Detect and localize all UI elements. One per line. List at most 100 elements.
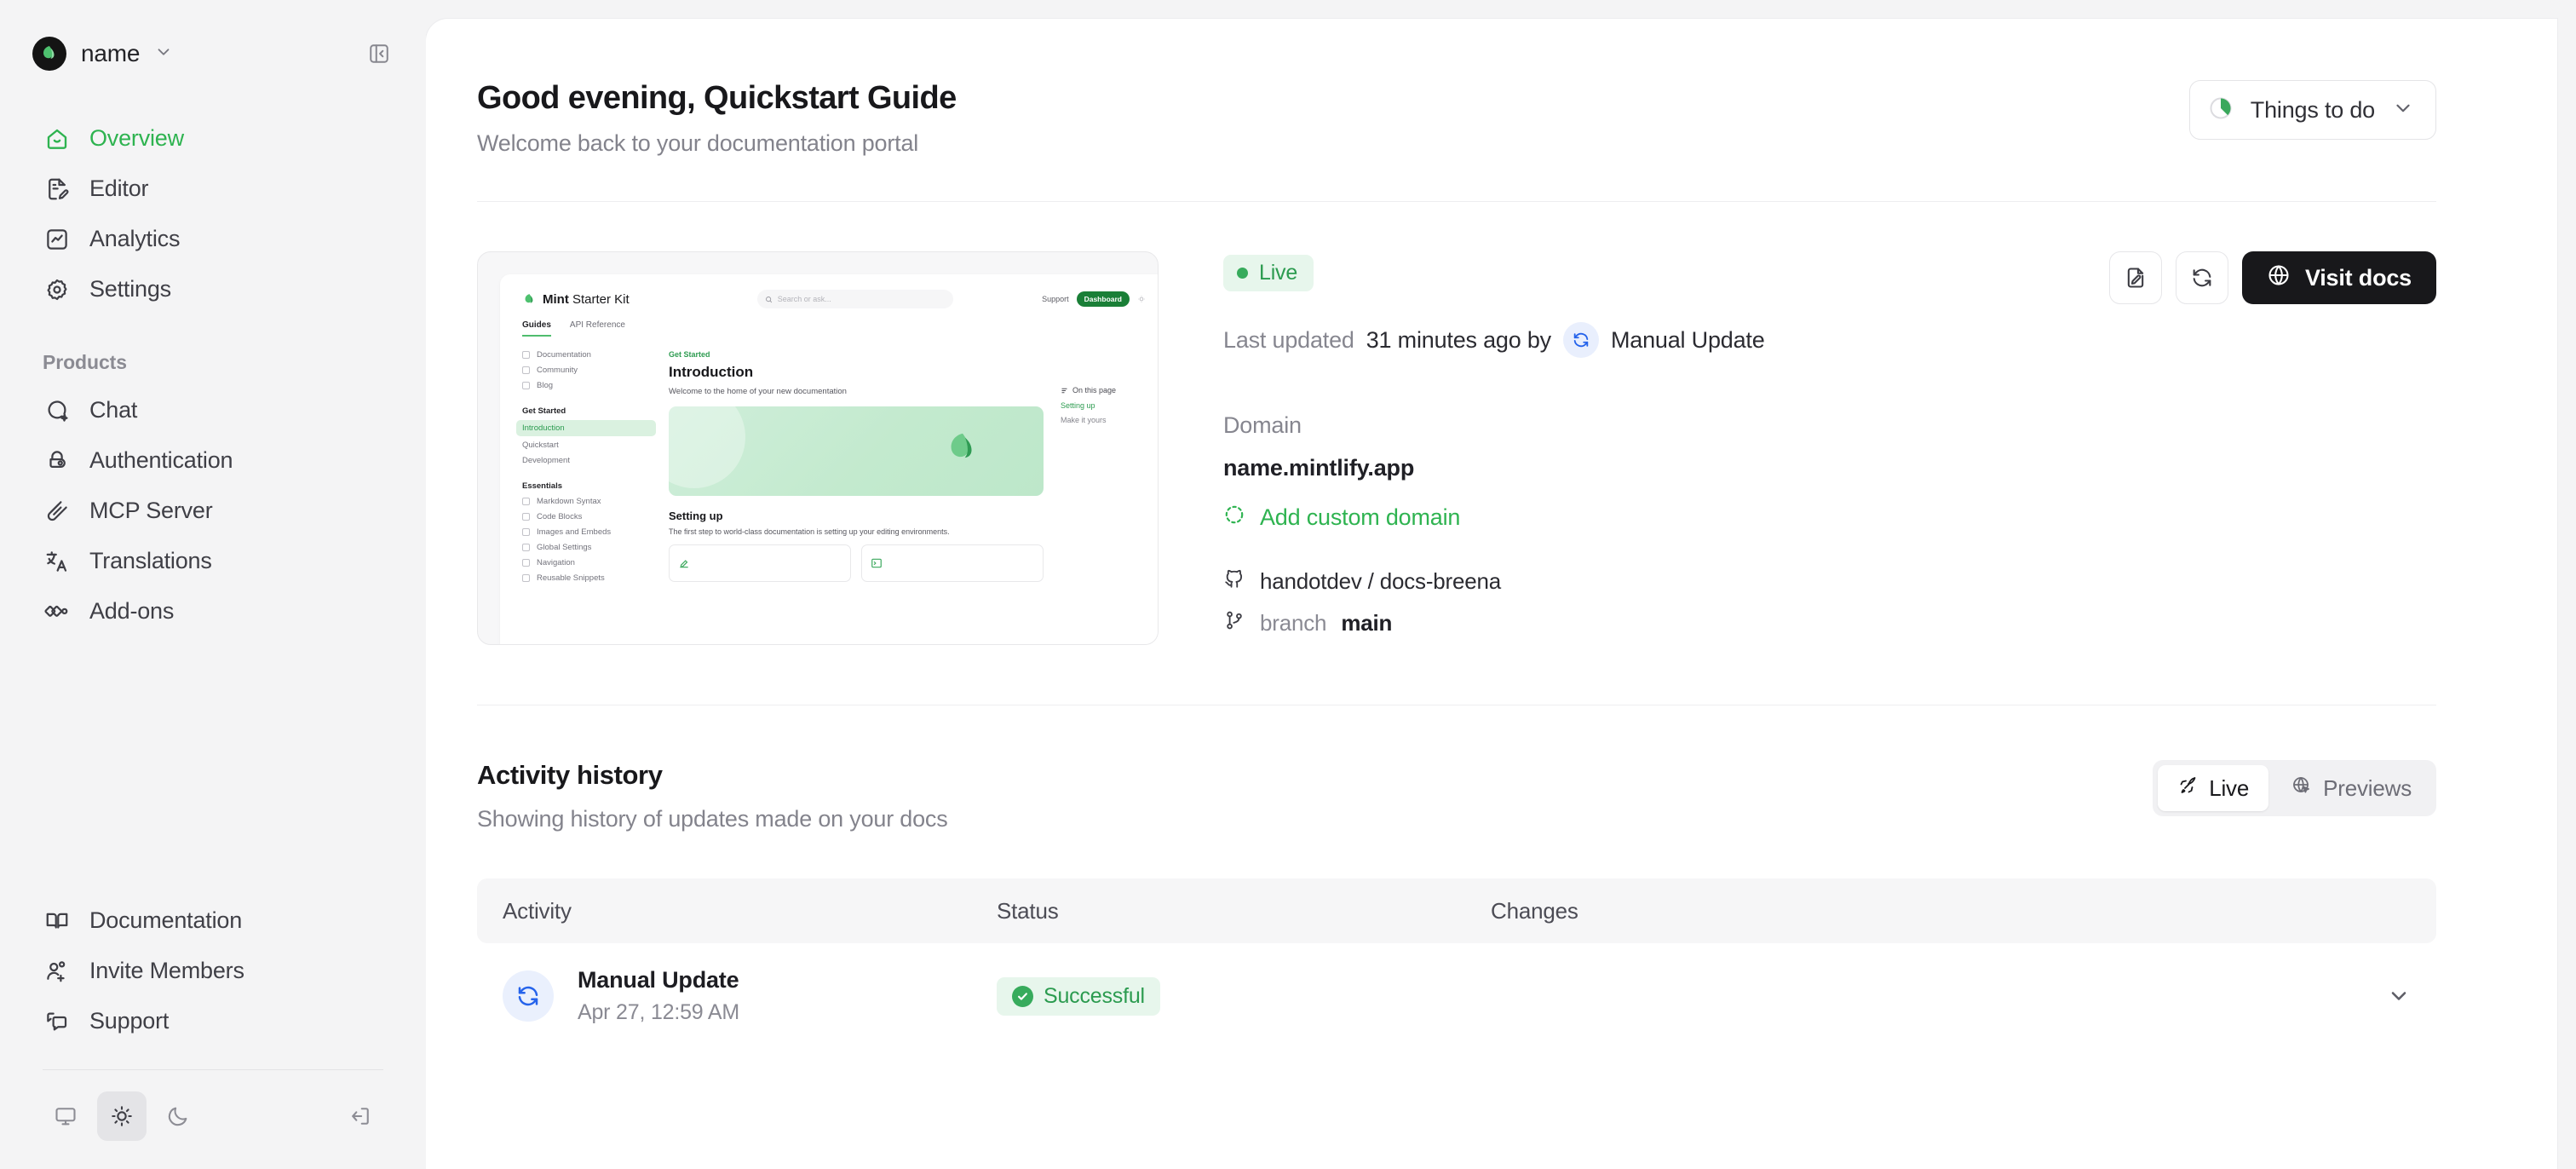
- file-edit-icon: [43, 175, 72, 204]
- chevron-down-icon[interactable]: [2387, 984, 2411, 1008]
- preview-card-edit[interactable]: [669, 544, 851, 582]
- lock-icon: [43, 446, 72, 475]
- preview-on-this-page-label: On this page: [1072, 386, 1117, 394]
- status-badge-label: Live: [1259, 261, 1298, 285]
- sidebar-item-documentation[interactable]: Documentation: [29, 896, 397, 945]
- branch-value: main: [1341, 610, 1393, 636]
- tab-live[interactable]: Live: [2158, 765, 2269, 811]
- column-header-status: Status: [997, 897, 1059, 924]
- logout-icon[interactable]: [336, 1091, 385, 1141]
- row-activity-text: Manual Update Apr 27, 12:59 AM: [578, 967, 739, 1025]
- preview-link-documentation[interactable]: Documentation: [522, 350, 650, 360]
- page-subtitle: Welcome back to your documentation porta…: [477, 130, 919, 156]
- monitor-icon[interactable]: [41, 1091, 90, 1141]
- sun-icon[interactable]: [97, 1091, 147, 1141]
- add-custom-domain-button[interactable]: Add custom domain: [1223, 504, 2436, 532]
- row-activity-cell: Manual Update Apr 27, 12:59 AM: [503, 967, 997, 1025]
- status-badge: Live: [1223, 255, 1314, 291]
- table-row[interactable]: Manual Update Apr 27, 12:59 AM Successfu…: [477, 943, 2436, 1049]
- code-icon: [522, 513, 530, 521]
- repository-row[interactable]: handotdev / docs-breena: [1223, 567, 2436, 596]
- visit-docs-button[interactable]: Visit docs: [2241, 251, 2436, 304]
- preview-search-input[interactable]: Search or ask...: [756, 290, 953, 308]
- visit-docs-label: Visit docs: [2304, 264, 2412, 291]
- preview-nav-introduction[interactable]: Introduction: [516, 420, 656, 436]
- preview-nav-code-blocks[interactable]: Code Blocks: [522, 512, 650, 521]
- chat-sparkle-icon: [43, 396, 72, 425]
- preview-inner: Mint Starter Kit Search or ask... Suppor…: [500, 274, 1158, 644]
- preview-tabs: Guides API Reference: [500, 308, 1158, 337]
- preview-nav-quickstart[interactable]: Quickstart: [522, 441, 559, 450]
- things-to-do-button[interactable]: Things to do: [2188, 80, 2436, 140]
- preview-card-publish[interactable]: [861, 544, 1044, 582]
- sidebar-item-label: Overview: [89, 125, 184, 151]
- preview-nav-reusable-snippets[interactable]: Reusable Snippets: [522, 573, 650, 583]
- sidebar-item-label: Invite Members: [89, 958, 244, 983]
- preview-nav-global-settings[interactable]: Global Settings: [522, 543, 650, 552]
- blog-icon: [522, 382, 530, 389]
- sidebar-item-settings[interactable]: Settings: [29, 265, 397, 314]
- pencil-square-icon: [680, 560, 688, 568]
- preview-support-link[interactable]: Support: [1042, 295, 1069, 303]
- docs-preview-thumbnail[interactable]: Mint Starter Kit Search or ask... Suppor…: [477, 251, 1159, 645]
- preview-link-community[interactable]: Community: [522, 366, 650, 375]
- sidebar-main-nav: Overview Editor Analytic: [29, 114, 397, 314]
- sidebar-item-chat[interactable]: Chat: [29, 386, 397, 435]
- column-header-activity: Activity: [503, 897, 572, 924]
- file-pencil-icon: [2127, 268, 2144, 288]
- sidebar-item-analytics[interactable]: Analytics: [29, 215, 397, 263]
- preview-link-label: Documentation: [537, 350, 591, 360]
- panel-collapse-icon[interactable]: [365, 39, 394, 68]
- tab-previews[interactable]: Previews: [2272, 765, 2431, 811]
- sidebar-item-add-ons[interactable]: Add-ons: [29, 587, 397, 636]
- preview-dashboard-button[interactable]: Dashboard: [1076, 291, 1130, 307]
- domain-label: Domain: [1223, 412, 1302, 438]
- row-status-cell: Successful: [997, 976, 1491, 1016]
- sidebar-item-translations[interactable]: Translations: [29, 537, 397, 585]
- row-activity-name: Manual Update: [578, 967, 739, 993]
- preview-nav-development[interactable]: Development: [522, 456, 570, 465]
- preview-toc-setting-up[interactable]: Setting up: [1061, 401, 1095, 410]
- preview-nav-images-and-embeds[interactable]: Images and Embeds: [522, 527, 650, 537]
- sidebar-item-support[interactable]: Support: [29, 997, 397, 1045]
- preview-link-blog[interactable]: Blog: [522, 381, 650, 390]
- preview-nav-markdown-syntax[interactable]: Markdown Syntax: [522, 497, 650, 506]
- site-actions: Visit docs: [2108, 251, 2436, 304]
- list-icon: [1061, 388, 1067, 393]
- sidebar-item-invite-members[interactable]: Invite Members: [29, 947, 397, 995]
- activity-subtitle: Showing history of updates made on your …: [477, 806, 948, 832]
- sidebar-item-editor[interactable]: Editor: [29, 164, 397, 213]
- sidebar-footer: [29, 1072, 397, 1160]
- preview-tab-guides[interactable]: Guides: [522, 320, 551, 337]
- activity-filter-segmented: Live Previews: [2153, 760, 2436, 816]
- sidebar-item-authentication[interactable]: Authentication: [29, 436, 397, 485]
- preview-group-get-started: Get Started: [522, 406, 566, 416]
- page-title: Good evening, Quickstart Guide: [477, 80, 957, 116]
- sidebar-item-label: Settings: [89, 276, 171, 302]
- preview-group-essentials: Essentials: [522, 481, 562, 491]
- edit-docs-button[interactable]: [2108, 251, 2162, 304]
- preview-section-paragraph: The first step to world-class documentat…: [669, 527, 950, 536]
- add-custom-domain-label: Add custom domain: [1260, 504, 1461, 530]
- preview-tab-api-reference[interactable]: API Reference: [569, 320, 625, 330]
- sidebar-item-label: Analytics: [89, 226, 181, 251]
- rocket-icon: [2177, 775, 2198, 802]
- org-switcher[interactable]: name: [32, 37, 173, 71]
- main-wrapper: Good evening, Quickstart Guide Welcome b…: [426, 0, 2576, 1169]
- gear-icon: [43, 275, 72, 304]
- sidebar-item-mcp-server[interactable]: MCP Server: [29, 487, 397, 535]
- sidebar-item-label: Documentation: [89, 907, 243, 933]
- refresh-button[interactable]: [2175, 251, 2228, 304]
- sun-icon: [1138, 296, 1145, 302]
- preview-sidebar: Documentation Community Blog Get Started…: [516, 350, 656, 583]
- moon-icon[interactable]: [153, 1091, 203, 1141]
- preview-section-title: Setting up: [669, 510, 723, 522]
- user-plus-icon: [43, 957, 72, 986]
- preview-nav-navigation[interactable]: Navigation: [522, 558, 650, 567]
- preview-toc-make-it-yours[interactable]: Make it yours: [1061, 416, 1107, 424]
- preview-logo-text: Mint Starter Kit: [543, 292, 630, 307]
- sidebar-item-overview[interactable]: Overview: [29, 114, 397, 163]
- preview-paragraph: Welcome to the home of your new document…: [669, 387, 847, 396]
- row-status-label: Successful: [1044, 983, 1145, 1008]
- branch-row[interactable]: branch main: [1223, 609, 2436, 637]
